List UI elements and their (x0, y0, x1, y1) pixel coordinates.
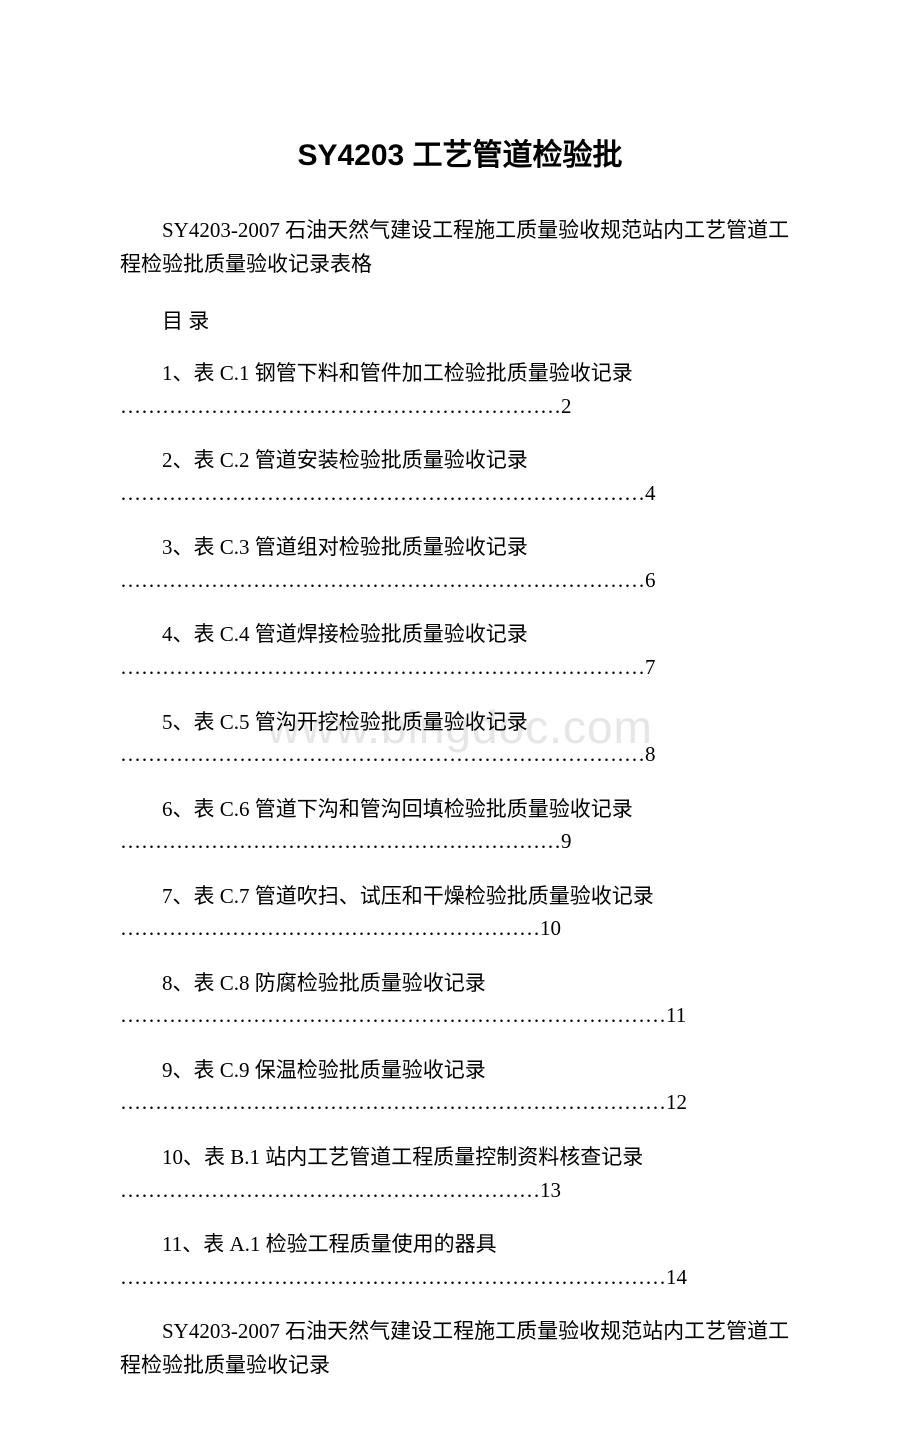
toc-leader: …………………………………………………………………6 (120, 564, 800, 597)
toc-entry: 11、表 A.1 检验工程质量使用的器具 …………………………………………………… (120, 1228, 800, 1293)
toc-label: 8、表 C.8 防腐检验批质量验收记录 (120, 967, 800, 1000)
footer-text: SY4203-2007 石油天然气建设工程施工质量验收规范站内工艺管道工程检验批… (120, 1315, 800, 1382)
toc-entry: 9、表 C.9 保温检验批质量验收记录 ……………………………………………………… (120, 1054, 800, 1119)
toc-leader: ……………………………………………………………………14 (120, 1261, 800, 1294)
toc-entry: 8、表 C.8 防腐检验批质量验收记录 ……………………………………………………… (120, 967, 800, 1032)
toc-entry: 10、表 B.1 站内工艺管道工程质量控制资料核查记录 ………………………………… (120, 1141, 800, 1206)
toc-entry: 7、表 C.7 管道吹扫、试压和干燥检验批质量验收记录 ………………………………… (120, 880, 800, 945)
toc-label: 7、表 C.7 管道吹扫、试压和干燥检验批质量验收记录 (120, 880, 800, 913)
toc-leader: …………………………………………………………………7 (120, 651, 800, 684)
toc-heading: 目 录 (120, 305, 800, 335)
toc-label: 1、表 C.1 钢管下料和管件加工检验批质量验收记录 (120, 357, 800, 390)
toc-leader: ………………………………………………………9 (120, 825, 800, 858)
toc-entry: 1、表 C.1 钢管下料和管件加工检验批质量验收记录 …………………………………… (120, 357, 800, 422)
toc-leader: …………………………………………………………………8 (120, 738, 800, 771)
toc-label: 6、表 C.6 管道下沟和管沟回填检验批质量验收记录 (120, 793, 800, 826)
toc-label: 5、表 C.5 管沟开挖检验批质量验收记录 (120, 706, 800, 739)
toc-entry: 5、表 C.5 管沟开挖检验批质量验收记录 ………………………………………………… (120, 706, 800, 771)
toc-leader: ……………………………………………………13 (120, 1174, 800, 1207)
toc-entry: 6、表 C.6 管道下沟和管沟回填检验批质量验收记录 …………………………………… (120, 793, 800, 858)
toc-leader: ……………………………………………………………………11 (120, 999, 800, 1032)
document-title: SY4203 工艺管道检验批 (120, 130, 800, 174)
toc-leader: ……………………………………………………………………12 (120, 1086, 800, 1119)
toc-leader: ……………………………………………………10 (120, 912, 800, 945)
toc-leader: …………………………………………………………………4 (120, 477, 800, 510)
toc-entry: 4、表 C.4 管道焊接检验批质量验收记录 ………………………………………………… (120, 618, 800, 683)
toc-label: 10、表 B.1 站内工艺管道工程质量控制资料核查记录 (120, 1141, 800, 1174)
toc-label: 3、表 C.3 管道组对检验批质量验收记录 (120, 531, 800, 564)
toc-leader: ………………………………………………………2 (120, 390, 800, 423)
toc-label: 9、表 C.9 保温检验批质量验收记录 (120, 1054, 800, 1087)
document-subtitle: SY4203-2007 石油天然气建设工程施工质量验收规范站内工艺管道工程检验批… (120, 214, 800, 281)
toc-label: 2、表 C.2 管道安装检验批质量验收记录 (120, 444, 800, 477)
toc-label: 11、表 A.1 检验工程质量使用的器具 (120, 1228, 800, 1261)
page-content: SY4203 工艺管道检验批 SY4203-2007 石油天然气建设工程施工质量… (0, 0, 920, 1442)
toc-label: 4、表 C.4 管道焊接检验批质量验收记录 (120, 618, 800, 651)
toc-entry: 2、表 C.2 管道安装检验批质量验收记录 ………………………………………………… (120, 444, 800, 509)
toc-entry: 3、表 C.3 管道组对检验批质量验收记录 ………………………………………………… (120, 531, 800, 596)
